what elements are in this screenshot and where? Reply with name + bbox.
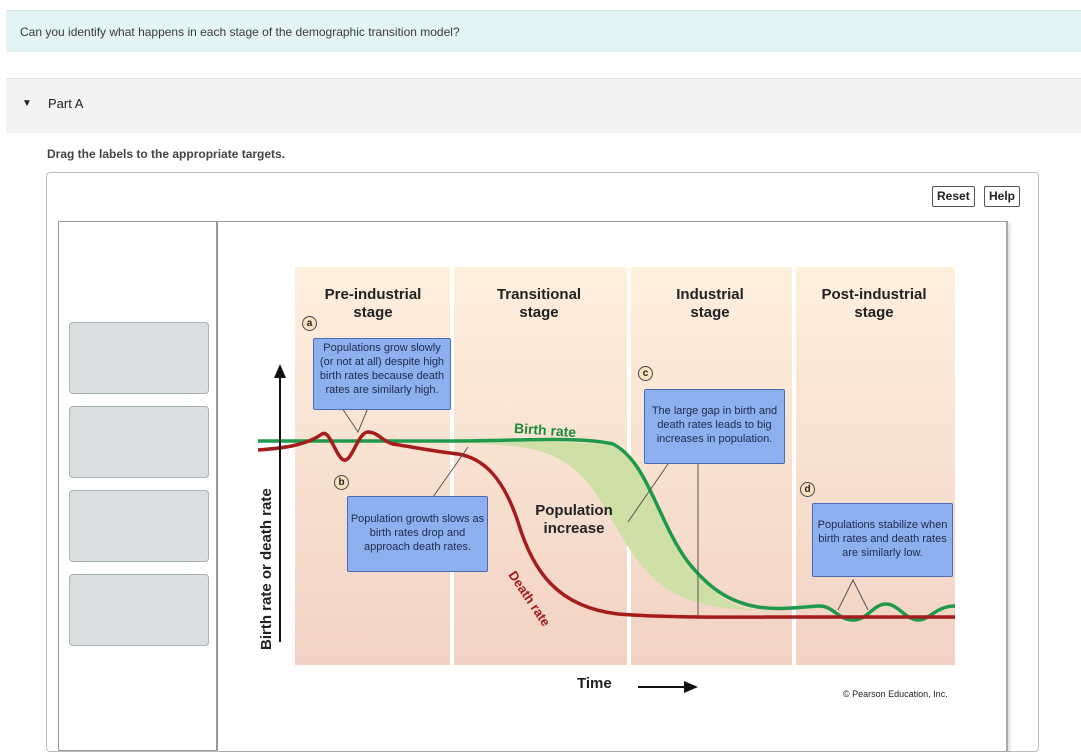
population-increase-line: increase	[543, 520, 605, 537]
stage-title-postindustrial: Post-industrial stage	[804, 286, 944, 322]
stage-panel-preindustrial	[295, 267, 450, 665]
birth-rate-line	[258, 437, 956, 622]
demographic-chart	[257, 267, 956, 693]
population-increase-area	[456, 441, 778, 612]
label-slot[interactable]	[69, 406, 209, 478]
stage-title-line: Industrial	[676, 286, 744, 303]
stage-title-line: Transitional	[496, 286, 582, 303]
pointer-d	[837, 578, 869, 611]
marker-c: c	[638, 366, 653, 381]
question-bar: Can you identify what happens in each st…	[6, 10, 1081, 52]
stage-title-line: stage	[353, 304, 393, 321]
collapse-caret-icon[interactable]: ▼	[22, 98, 32, 109]
x-axis-arrowhead-icon	[684, 681, 698, 693]
stage-title-line: Pre-industrial	[324, 286, 422, 303]
y-axis-arrowhead-icon	[274, 364, 286, 378]
label-bank	[58, 221, 218, 751]
stage-title-industrial: Industrial stage	[645, 286, 775, 322]
label-slot[interactable]	[69, 322, 209, 394]
stage-title-line: stage	[519, 304, 559, 321]
question-text: Can you identify what happens in each st…	[20, 25, 460, 39]
marker-a: a	[302, 316, 317, 331]
x-axis-label: Time	[577, 675, 612, 692]
population-increase-line: Population	[535, 502, 613, 519]
pointer-a	[341, 407, 369, 434]
marker-d: d	[800, 482, 815, 497]
demographic-transition-figure: Pre-industrial stage Transitional stage …	[218, 221, 1008, 751]
label-slot[interactable]	[69, 574, 209, 646]
stage-title-line: stage	[690, 304, 730, 321]
stage-panel-postindustrial	[796, 267, 955, 665]
callout-c[interactable]: The large gap in birth and death rates l…	[644, 389, 785, 464]
stage-title-line: stage	[854, 304, 894, 321]
death-rate-line	[257, 430, 955, 619]
pointer-b	[432, 446, 469, 498]
help-button[interactable]: Help	[984, 186, 1021, 207]
reset-button[interactable]: Reset	[932, 186, 975, 207]
callout-a[interactable]: Populations grow slowly (or not at all) …	[313, 338, 451, 410]
population-increase-label: Population increase	[524, 502, 624, 538]
copyright: © Pearson Education, Inc.	[843, 689, 948, 699]
part-title: Part A	[48, 96, 84, 111]
stage-title-preindustrial: Pre-industrial stage	[308, 286, 438, 322]
y-axis-label: Birth rate or death rate	[258, 488, 275, 650]
instructions: Drag the labels to the appropriate targe…	[47, 147, 286, 161]
stage-title-transitional: Transitional stage	[474, 286, 604, 322]
callout-d[interactable]: Populations stabilize when birth rates a…	[812, 503, 953, 577]
label-slot[interactable]	[69, 490, 209, 562]
pointer-c-diagonal	[627, 463, 669, 523]
stage-title-line: Post-industrial	[821, 286, 927, 303]
part-header[interactable]: ▼ Part A	[6, 78, 1081, 134]
callout-b[interactable]: Population growth slows as birth rates d…	[347, 496, 488, 572]
marker-b: b	[334, 475, 349, 490]
